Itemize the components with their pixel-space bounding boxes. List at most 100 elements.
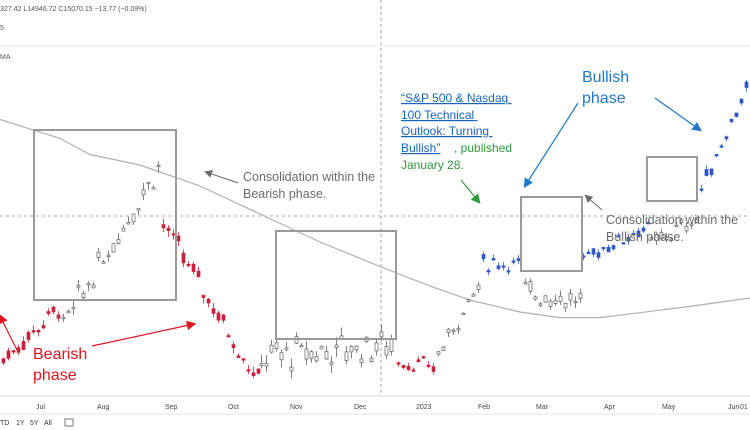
candle-body [21,341,26,350]
moving-average-line [0,118,750,319]
candle-body [586,251,591,254]
candle-body [451,329,456,333]
candle-body [568,293,573,301]
candle-body [528,281,533,292]
candle-body [491,258,496,261]
candle-body [314,356,319,362]
candle-body [309,351,314,359]
candle-body [446,328,451,333]
candle-body [231,344,236,349]
candle-body [146,181,151,185]
candle-body [284,347,289,350]
candle-body [121,227,126,232]
candle-body [396,362,401,365]
candle-body [486,270,491,273]
candle-body [211,308,216,314]
candle-body [481,254,486,260]
candle-body [246,369,251,372]
candle-body [251,372,256,377]
x-tick-label: Apr [604,404,616,411]
candle-body [369,357,374,362]
candle-body [596,252,601,258]
candle-body [136,208,141,211]
calendar-icon[interactable] [64,418,74,427]
x-tick-label: Oct [228,404,239,411]
bullish-phase-label: Bullish phase [582,69,634,107]
candle-body [86,283,91,286]
arrow-consolidation-bearish [204,170,239,184]
candle-body [111,243,116,253]
candle-body [46,311,51,315]
candle-body [359,358,364,364]
consolidation-box-3 [520,196,583,272]
candle-body [606,246,611,253]
candle-body [71,306,76,310]
candle-body [739,98,744,104]
candle-body [186,263,191,267]
candle-body [734,112,739,117]
consolidation-box-2 [275,230,397,340]
candle-body [176,235,181,242]
candle-body [131,213,136,223]
candle-body [329,361,334,365]
x-tick-label: 2023 [416,404,432,411]
legend-ma-label: MA [0,54,11,61]
x-tick-label: Mar [536,404,549,411]
candle-body [106,254,111,258]
candle-body [354,345,359,351]
candle-body [216,312,221,321]
candle-body [26,332,31,340]
candle-body [299,345,304,348]
candle-body [538,303,543,306]
candle-body [274,342,279,349]
candle-body [729,119,734,123]
x-tick-label: May [662,404,676,411]
candle-body [379,331,384,338]
candle-body [269,344,274,353]
article-published-note: , published January 28. [401,141,515,172]
candle-body [501,265,506,268]
candle-body [334,344,339,348]
range-button-1y[interactable]: 1Y [16,420,25,427]
arrow-article [460,179,481,204]
candle-body [461,312,466,316]
candle-body [41,325,46,329]
candle-body [259,363,264,366]
ohlc-legend: 327.42 L14946.72 C15070.15 −13.77 (−0.09… [0,6,147,13]
range-buttons: TD 1Y 5Y All [0,418,74,427]
candle-body [654,234,659,241]
candle-body [416,359,421,363]
candle-body [226,335,231,338]
arrow-bearish-1 [91,320,197,347]
range-button-5y[interactable]: 5Y [30,420,39,427]
candle-body [516,258,521,261]
candle-body [221,314,226,321]
candle-body [523,282,528,285]
x-tick-label: Dec [354,404,367,411]
candle-body [689,223,694,226]
article-title-link[interactable]: “S&P 500 & Nasdaq 100 Technical Outlook:… [401,91,512,155]
candle-body [241,358,246,361]
candlestick-series [1,79,749,379]
candle-body [496,265,501,269]
candle-body [11,350,16,353]
x-tick-label: Jul [36,404,45,411]
legend-row-2: 5 [0,25,4,32]
candle-body [709,168,714,176]
candle-body [679,219,684,223]
range-button-all[interactable]: All [44,420,52,427]
candle-body [411,369,416,372]
candle-body [506,270,511,273]
candle-body [256,368,261,374]
candle-body [56,314,61,319]
consolidation-bullish-label: Consolidation within the Bullish phase. [606,213,742,244]
candle-body [374,342,379,352]
candle-body [616,235,621,238]
bearish-phase-label: Bearish phase [33,346,92,384]
candle-body [6,350,11,359]
range-button-td[interactable]: TD [0,420,9,427]
candle-body [126,222,131,225]
candle-body [704,169,709,176]
arrow-bullish-2 [654,97,702,132]
